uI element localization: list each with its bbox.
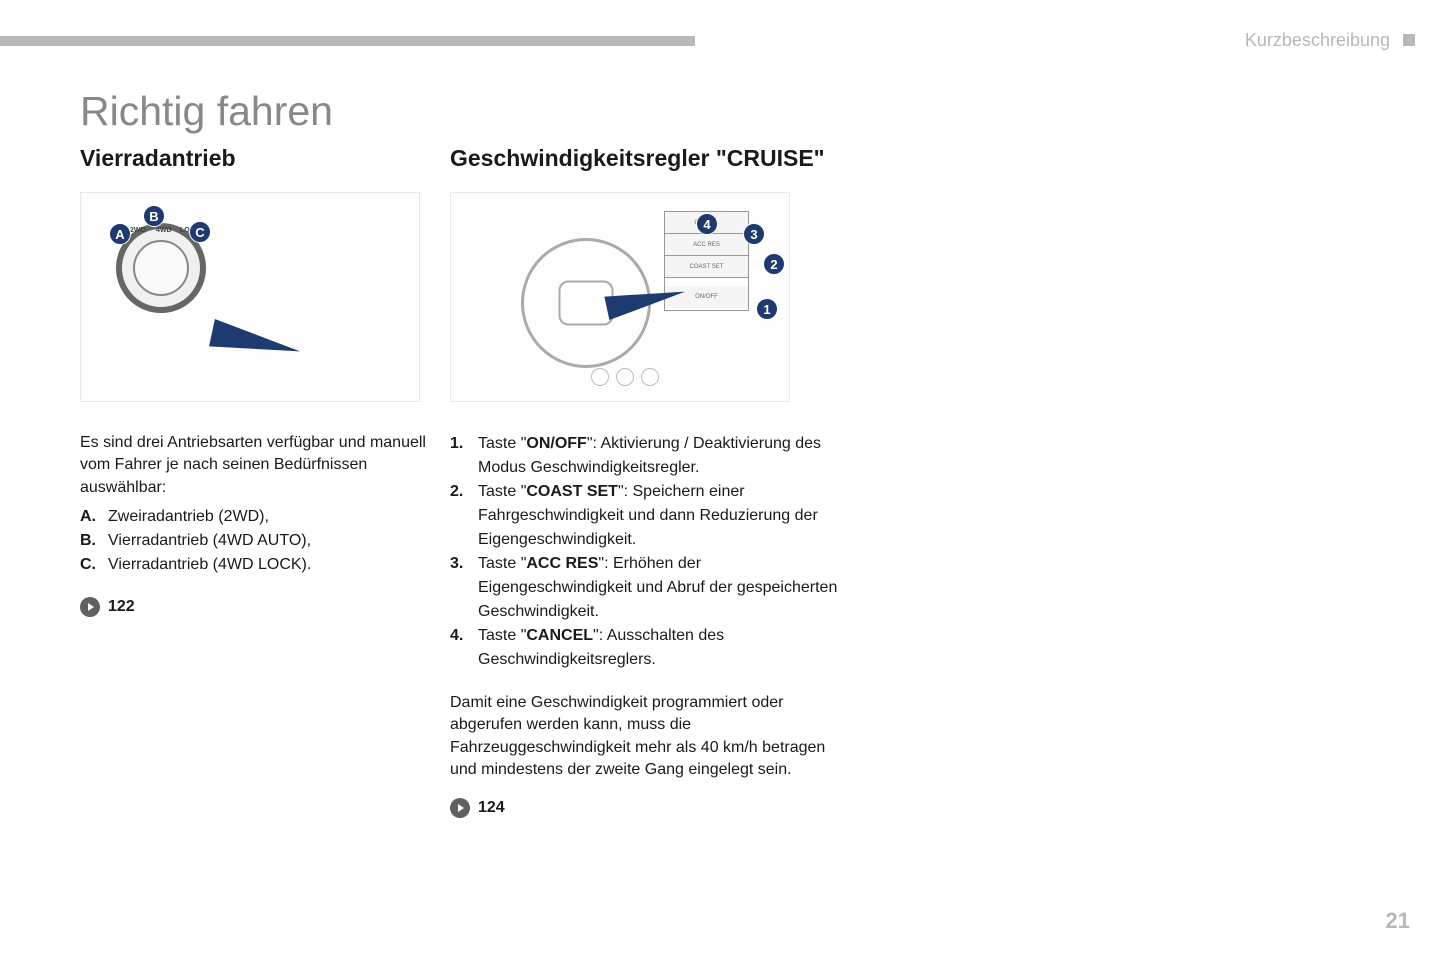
illustration-4wd-dial: 2WD 4WD LOCK A B C	[80, 192, 420, 402]
page-ref-number: 122	[108, 598, 135, 616]
list-marker: B.	[80, 529, 96, 553]
page-title: Richtig fahren	[80, 88, 333, 135]
callout-badge-3: 3	[743, 223, 765, 245]
list-bold: CANCEL	[526, 627, 593, 644]
dash-knob-icon	[591, 368, 609, 386]
cruise-note: Damit eine Geschwindigkeit programmiert …	[450, 692, 850, 782]
list-marker: 1.	[450, 432, 463, 456]
list-marker: 3.	[450, 552, 463, 576]
list-marker: C.	[80, 553, 96, 577]
callout-badge-4: 4	[696, 213, 718, 235]
page-number: 21	[1386, 908, 1410, 934]
section-cruise: Geschwindigkeitsregler "CRUISE" CANCEL A…	[450, 145, 850, 818]
list-bold: ACC RES	[526, 555, 598, 572]
dash-knob-icon	[641, 368, 659, 386]
panel-btn-accres: ACC RES	[665, 234, 748, 256]
section-vierradantrieb: Vierradantrieb 2WD 4WD LOCK A B C Es sin…	[80, 145, 430, 617]
cruise-controls-list: 1. Taste "ON/OFF": Aktivierung / Deaktiv…	[450, 432, 850, 672]
list-prefix: Taste "	[478, 483, 526, 500]
section-right-title: Geschwindigkeitsregler "CRUISE"	[450, 145, 850, 172]
section-left-title: Vierradantrieb	[80, 145, 430, 172]
list-item: 2. Taste "COAST SET": Speichern einer Fa…	[450, 480, 850, 552]
page-ref-arrow-icon	[80, 597, 100, 617]
list-item: 1. Taste "ON/OFF": Aktivierung / Deaktiv…	[450, 432, 850, 480]
list-prefix: Taste "	[478, 555, 526, 572]
page-reference-right: 124	[450, 798, 850, 818]
list-item: 4. Taste "CANCEL": Ausschalten des Gesch…	[450, 624, 850, 672]
panel-btn-coastset: COAST SET	[665, 256, 748, 278]
list-marker: A.	[80, 505, 96, 529]
list-prefix: Taste "	[478, 435, 526, 452]
callout-badge-a: A	[109, 223, 131, 245]
section-left-intro: Es sind drei Antriebsarten verfügbar und…	[80, 432, 430, 499]
list-text: Zweiradantrieb (2WD),	[108, 508, 269, 525]
dial-label-4wd: 4WD	[156, 227, 172, 234]
list-bold: COAST SET	[526, 483, 618, 500]
list-item: 3. Taste "ACC RES": Erhöhen der Eigenges…	[450, 552, 850, 624]
list-item: A. Zweiradantrieb (2WD),	[80, 505, 430, 529]
dial-label-2wd: 2WD	[130, 227, 146, 234]
page-ref-arrow-icon	[450, 798, 470, 818]
callout-badge-2: 2	[763, 253, 785, 275]
pointer-arrow-icon	[209, 319, 303, 365]
header-section-label: Kurzbeschreibung	[1245, 30, 1390, 51]
list-prefix: Taste "	[478, 627, 526, 644]
page-ref-number: 124	[478, 799, 505, 817]
list-item: C. Vierradantrieb (4WD LOCK).	[80, 553, 430, 577]
callout-badge-c: C	[189, 221, 211, 243]
top-gray-bar	[0, 36, 695, 46]
list-item: B. Vierradantrieb (4WD AUTO),	[80, 529, 430, 553]
list-text: Vierradantrieb (4WD LOCK).	[108, 556, 311, 573]
drive-modes-list: A. Zweiradantrieb (2WD), B. Vierradantri…	[80, 505, 430, 577]
list-marker: 2.	[450, 480, 463, 504]
list-bold: ON/OFF	[526, 435, 586, 452]
page-reference-left: 122	[80, 597, 430, 617]
dash-knob-icon	[616, 368, 634, 386]
callout-badge-1: 1	[756, 298, 778, 320]
header-square-icon	[1403, 34, 1415, 46]
illustration-cruise-controls: CANCEL ACC RES COAST SET ON/OFF 1 2 3 4	[450, 192, 790, 402]
list-marker: 4.	[450, 624, 463, 648]
list-text: Vierradantrieb (4WD AUTO),	[108, 532, 311, 549]
callout-badge-b: B	[143, 205, 165, 227]
